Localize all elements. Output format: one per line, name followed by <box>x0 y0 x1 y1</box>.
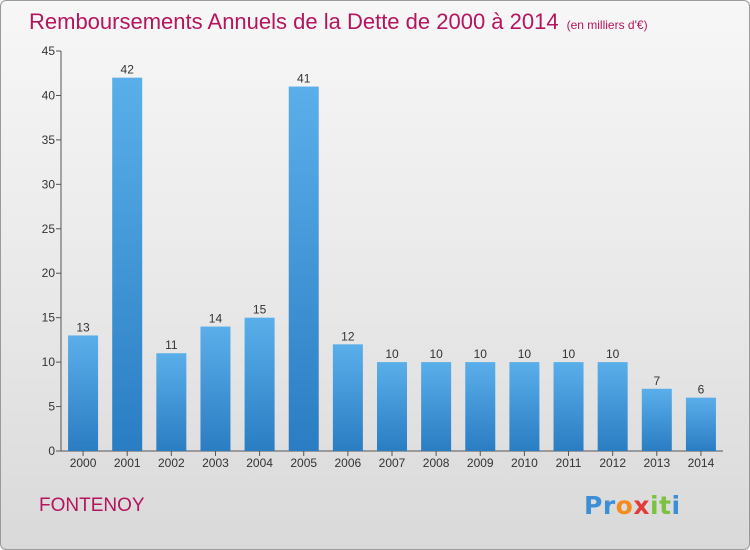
logo-letter: i <box>671 491 681 520</box>
x-tick-label: 2010 <box>511 456 538 470</box>
y-tick-label: 0 <box>48 444 55 458</box>
bar-value-label: 10 <box>474 347 488 361</box>
x-tick-label: 2001 <box>114 456 141 470</box>
bar-value-label: 10 <box>562 347 576 361</box>
bar-value-label: 11 <box>165 338 178 352</box>
y-tick-label: 15 <box>42 311 56 325</box>
chart-title: Remboursements Annuels de la Dette de 20… <box>29 9 648 35</box>
x-tick-label: 2002 <box>158 456 185 470</box>
x-tick-label: 2004 <box>246 456 273 470</box>
logo-letter: t <box>659 491 672 520</box>
bar-value-label: 13 <box>76 320 90 334</box>
logo-letter: r <box>602 491 616 520</box>
bar-value-label: 10 <box>606 347 620 361</box>
x-tick-label: 2008 <box>423 456 450 470</box>
chart-title-text: Remboursements Annuels de la Dette de 20… <box>29 9 559 34</box>
bar <box>200 326 231 451</box>
bar-value-label: 10 <box>518 347 532 361</box>
x-tick-label: 2013 <box>643 456 670 470</box>
y-tick-label: 35 <box>42 133 56 147</box>
bar-value-label: 6 <box>698 383 705 397</box>
x-tick-label: 2011 <box>556 456 582 470</box>
logo-letter: P <box>584 491 603 520</box>
bar <box>685 397 716 451</box>
bar-value-label: 10 <box>385 347 399 361</box>
bar <box>68 335 99 451</box>
y-tick-label: 25 <box>42 222 56 236</box>
bar <box>377 362 407 451</box>
y-tick-label: 20 <box>42 266 56 280</box>
bar <box>553 362 584 451</box>
bar <box>641 388 672 451</box>
bar <box>509 362 540 451</box>
logo-letter: i <box>650 491 660 520</box>
bar <box>288 86 319 452</box>
bar <box>421 362 452 451</box>
proxiti-logo: Proxiti <box>584 491 681 520</box>
bar-value-label: 15 <box>253 303 267 317</box>
logo-letter: x <box>633 491 650 520</box>
bar <box>332 344 363 451</box>
y-tick-label: 5 <box>48 400 55 414</box>
y-tick-label: 45 <box>42 44 56 58</box>
bar-value-label: 7 <box>653 374 660 388</box>
x-tick-label: 2012 <box>599 456 626 470</box>
y-tick-label: 30 <box>42 177 56 191</box>
y-tick-label: 10 <box>42 355 56 369</box>
bar-value-label: 12 <box>341 329 355 343</box>
x-tick-label: 2007 <box>379 456 406 470</box>
x-tick-label: 2003 <box>202 456 229 470</box>
bar <box>112 77 143 452</box>
chart-subtitle: (en milliers d'€) <box>566 18 648 32</box>
x-tick-label: 2014 <box>688 456 715 470</box>
x-tick-label: 2005 <box>290 456 317 470</box>
y-tick-label: 40 <box>42 88 56 102</box>
bar <box>244 317 275 451</box>
bar <box>465 362 496 451</box>
bar-value-label: 10 <box>429 347 443 361</box>
bar-value-label: 42 <box>121 63 135 77</box>
logo-letter: o <box>615 491 634 520</box>
bar-value-label: 14 <box>209 312 223 326</box>
bar <box>597 362 628 451</box>
commune-name: FONTENOY <box>39 495 145 516</box>
x-tick-label: 2009 <box>467 456 494 470</box>
bar <box>156 353 187 451</box>
bar-value-label: 41 <box>297 72 311 86</box>
x-tick-label: 2000 <box>70 456 97 470</box>
x-tick-label: 2006 <box>335 456 362 470</box>
